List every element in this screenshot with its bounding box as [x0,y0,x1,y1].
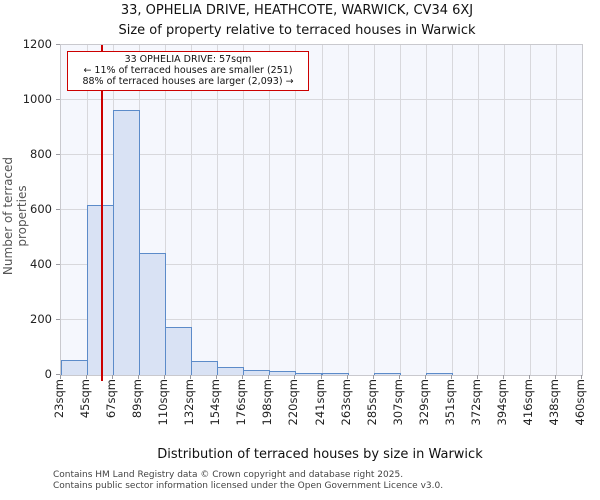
x-tick-label: 241sqm [312,379,327,426]
x-tick-mark [476,375,478,379]
x-tick-mark [450,375,452,379]
y-tick-mark [56,209,60,210]
x-tick-mark [424,375,426,379]
x-tick-mark [138,375,140,379]
y-tick-mark [56,154,60,155]
x-tick-mark [112,375,114,379]
x-tick-label: 154sqm [208,379,223,426]
gridline-vertical [477,45,479,375]
gridline-vertical [191,45,193,375]
x-tick-mark [190,375,192,379]
x-tick-label: 45sqm [78,379,93,419]
gridline-vertical [165,45,167,375]
y-tick-mark [56,264,60,265]
y-tick-mark [56,99,60,100]
x-tick-label: 307sqm [390,379,405,426]
x-axis-label: Distribution of terraced houses by size … [157,447,483,462]
x-tick-mark [320,375,322,379]
x-tick-label: 198sqm [260,379,275,426]
histogram-bar [113,109,141,375]
gridline-vertical [451,45,453,375]
x-tick-label: 372sqm [468,379,483,426]
x-tick-mark [294,375,296,379]
x-tick-mark [86,375,88,379]
x-tick-mark [268,375,270,379]
x-tick-mark [398,375,400,379]
gridline-vertical [217,45,219,375]
histogram-bar [139,252,167,375]
y-tick-mark [56,319,60,320]
x-tick-mark [242,375,244,379]
gridline-vertical [399,45,401,375]
x-tick-label: 416sqm [520,379,535,426]
chart-title: 33, OPHELIA DRIVE, HEATHCOTE, WARWICK, C… [120,3,474,18]
annotation-box: 33 OPHELIA DRIVE: 57sqm ← 11% of terrace… [67,51,309,91]
y-tick-label: 800 [30,147,52,161]
annotation-larger-pct: 88% of terraced houses are larger (2,093… [82,76,294,87]
x-tick-mark [554,375,556,379]
x-tick-label: 132sqm [182,379,197,426]
x-tick-mark [502,375,504,379]
x-tick-label: 460sqm [573,379,587,426]
x-tick-mark [216,375,218,379]
gridline-vertical [503,45,505,375]
annotation-property-size: 33 OPHELIA DRIVE: 57sqm [124,54,252,65]
x-tick-label: 110sqm [156,379,171,426]
x-tick-mark [372,375,374,379]
gridline-vertical [295,45,297,375]
histogram-bar [425,373,453,375]
x-tick-label: 67sqm [104,379,119,419]
gridline-vertical [425,45,427,375]
y-tick-mark [56,44,60,45]
x-tick-label: 89sqm [130,379,145,419]
gridline-vertical [321,45,323,375]
x-tick-mark [60,375,61,379]
x-tick-label: 176sqm [234,379,249,426]
x-tick-label: 263sqm [338,379,353,426]
chart-subtitle: Size of property relative to terraced ho… [118,23,476,38]
histogram-bar [373,373,401,375]
x-tick-label: 23sqm [52,379,66,419]
y-tick-mark [56,374,60,375]
gridline-vertical [243,45,245,375]
histogram-bar [165,326,193,375]
x-tick-label: 329sqm [416,379,431,426]
histogram-bar [295,373,323,375]
footer-line-2: Contains public sector information licen… [53,481,444,491]
annotation-smaller-pct: ← 11% of terraced houses are smaller (25… [83,65,293,76]
x-tick-mark [164,375,166,379]
histogram-bar [269,370,297,375]
gridline-vertical [555,45,557,375]
histogram-bar [61,359,89,375]
x-tick-label: 438sqm [546,379,561,426]
y-tick-label: 600 [30,202,52,216]
gridline-vertical [269,45,271,375]
y-tick-label: 1200 [22,37,52,51]
x-tick-mark [346,375,348,379]
histogram-bar [243,369,271,375]
x-tick-label: 285sqm [364,379,379,426]
x-tick-label: 351sqm [442,379,457,426]
gridline-vertical [529,45,531,375]
property-size-marker-line [100,45,103,381]
x-tick-mark [581,375,582,379]
y-tick-label: 1000 [22,92,52,106]
x-tick-mark [528,375,530,379]
gridline-vertical [373,45,375,375]
x-tick-label: 220sqm [286,379,301,426]
histogram-bar [217,366,245,375]
x-tick-label: 394sqm [494,379,509,426]
footer-line-1: Contains HM Land Registry data © Crown c… [53,470,404,480]
histogram-bar [321,373,349,375]
plot-area: 33 OPHELIA DRIVE: 57sqm ← 11% of terrace… [60,44,583,381]
y-tick-label: 200 [30,312,52,326]
y-tick-label: 0 [44,367,52,381]
y-tick-label: 400 [30,257,52,271]
gridline-vertical [347,45,349,375]
histogram-bar [191,361,219,375]
